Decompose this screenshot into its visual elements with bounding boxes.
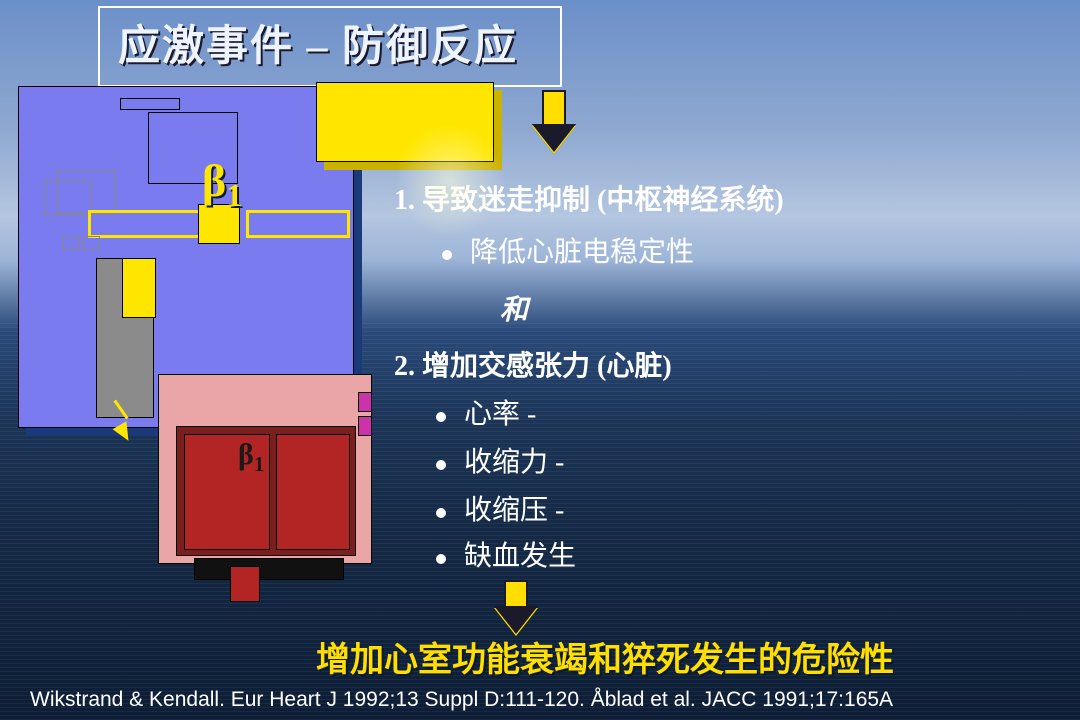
and-text: 和 bbox=[500, 288, 528, 328]
bullet-1: 降低心脏电稳定性 bbox=[442, 230, 694, 270]
bullet-2c: 收缩压 - bbox=[436, 488, 564, 528]
beta-top-sub: 1 bbox=[226, 177, 242, 213]
bullet-2d-text: 缺血发生 bbox=[464, 541, 576, 572]
bullet-2a-text: 心率 - bbox=[464, 399, 536, 430]
title-box: 应激事件 – 防御反应 应激事件 – 防御反应 bbox=[98, 6, 562, 87]
conclusion: 增加心室功能衰竭和猝死发生的危险性 增加心室功能衰竭和猝死发生的危险性 bbox=[318, 634, 896, 683]
bullet-2b-text: 收缩力 - bbox=[464, 447, 564, 478]
bullet-2c-text: 收缩压 - bbox=[464, 495, 564, 526]
citation: Wikstrand & Kendall. Eur Heart J 1992;13… bbox=[30, 688, 893, 712]
point-1: 1. 导致迷走抑制 (中枢神经系统) bbox=[394, 178, 784, 218]
bullet-2a: 心率 - bbox=[436, 392, 536, 432]
beta-1-brain: β1 β1 bbox=[204, 156, 244, 216]
beta-top-sym: β bbox=[202, 155, 226, 206]
point-2: 2. 增加交感张力 (心脏) bbox=[394, 344, 672, 384]
conclusion-text: 增加心室功能衰竭和猝死发生的危险性 bbox=[316, 632, 894, 681]
bullet-2d: 缺血发生 bbox=[436, 534, 576, 574]
title-text: 应激事件 – 防御反应 bbox=[118, 12, 518, 73]
beta-1-heart: β1 bbox=[238, 438, 264, 477]
beta-heart-sub: 1 bbox=[254, 452, 265, 476]
bullet-1-text: 降低心脏电稳定性 bbox=[470, 237, 694, 268]
bullet-2b: 收缩力 - bbox=[436, 440, 564, 480]
beta-heart-sym: β bbox=[238, 438, 254, 471]
